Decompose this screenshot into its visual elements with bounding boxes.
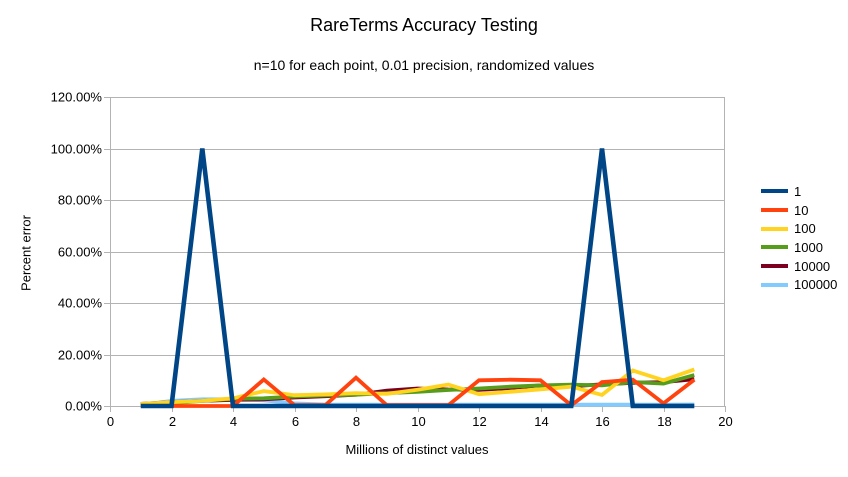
legend-entry-10000: 10000 <box>761 257 837 276</box>
legend-label-100: 100 <box>794 221 816 237</box>
legend-label-100000: 100000 <box>794 277 838 293</box>
x-axis-title: Millions of distinct values <box>345 442 489 457</box>
y-tick-label: 20.00% <box>58 348 103 363</box>
x-tick-label: 12 <box>472 414 486 429</box>
y-tick-label: 60.00% <box>58 245 103 260</box>
x-tick-label: 18 <box>657 414 671 429</box>
legend-entry-100: 100 <box>761 219 837 238</box>
legend-entry-1: 1 <box>761 182 837 201</box>
y-tick-label: 40.00% <box>58 296 103 311</box>
x-tick-label: 20 <box>718 414 732 429</box>
y-tick-label: 80.00% <box>58 193 103 208</box>
y-axis-title: Percent error <box>18 215 34 291</box>
legend-swatch-1000 <box>761 245 788 250</box>
y-tick-label: 0.00% <box>65 399 102 414</box>
legend-label-1000: 1000 <box>794 239 823 255</box>
legend-swatch-100 <box>761 226 788 231</box>
legend-swatch-1 <box>761 189 788 194</box>
legend-swatch-100000 <box>761 282 788 287</box>
chart-title: RareTerms Accuracy Testing <box>310 15 538 35</box>
x-tick-label: 16 <box>595 414 609 429</box>
x-tick-label: 4 <box>230 414 237 429</box>
legend-entry-10: 10 <box>761 201 837 220</box>
legend-swatch-10 <box>761 208 788 213</box>
x-tick-label: 10 <box>411 414 425 429</box>
x-tick-label: 6 <box>292 414 299 429</box>
x-tick-label: 0 <box>107 414 114 429</box>
x-tick-label: 2 <box>169 414 176 429</box>
legend-swatch-10000 <box>761 264 788 269</box>
legend-label-10: 10 <box>794 202 809 218</box>
series-line-1 <box>140 148 695 409</box>
x-tick-label: 8 <box>353 414 360 429</box>
legend-label-1: 1 <box>794 183 802 199</box>
x-tick-label: 14 <box>534 414 548 429</box>
legend: 1 10 100 1000 10000 100000 <box>761 182 837 294</box>
legend-entry-1000: 1000 <box>761 238 837 257</box>
legend-entry-100000: 100000 <box>761 275 837 294</box>
y-tick-label: 100.00% <box>51 142 103 157</box>
chart-subtitle: n=10 for each point, 0.01 precision, ran… <box>253 57 595 73</box>
y-tick-label: 120.00% <box>51 90 103 105</box>
legend-label-10000: 10000 <box>794 258 831 274</box>
